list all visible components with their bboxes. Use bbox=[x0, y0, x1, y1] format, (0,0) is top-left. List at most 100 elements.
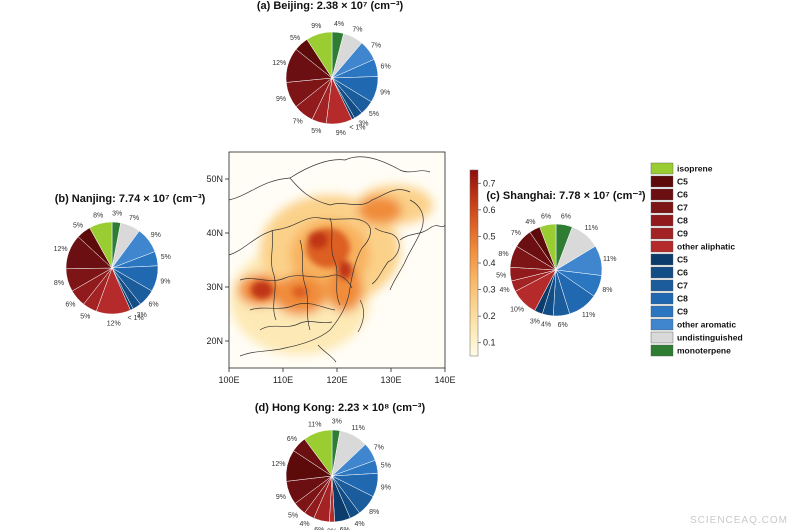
colorbar: 0.1 0.2 0.3 0.4 0.5 0.6 0.7 bbox=[469, 169, 496, 357]
pie-slice-label: 12% bbox=[54, 246, 68, 253]
x-tick-label: 120E bbox=[326, 375, 347, 385]
pie-slice-label: 8% bbox=[54, 280, 64, 287]
pie-slice-label: 7% bbox=[371, 43, 381, 50]
pie-slice-label: 11% bbox=[351, 425, 365, 432]
legend-item: undistinguished bbox=[650, 331, 743, 344]
legend-label: C9 bbox=[677, 229, 688, 239]
pie-slice bbox=[306, 31, 333, 79]
pie-slice-label: 7% bbox=[374, 445, 384, 452]
pie-slice-label: 4% bbox=[500, 287, 510, 294]
legend-item: isoprene bbox=[650, 162, 713, 175]
pie-slice-label: 4% bbox=[299, 521, 309, 528]
pie-slice-label: 5% bbox=[161, 254, 171, 261]
pie-slice-label: 5% bbox=[73, 222, 83, 229]
pie-slice-label: 6% bbox=[340, 527, 350, 530]
pie-chart: (b) Nanjing: 7.74 × 10⁷ (cm⁻³) 3% 7% 9% 5% 9%… bbox=[54, 193, 206, 327]
legend-label: C5 bbox=[677, 255, 688, 265]
pie-slice-label: < 1% bbox=[349, 124, 365, 131]
y-tick-label: 50N bbox=[206, 174, 223, 184]
pie-slice-label: 4% bbox=[334, 21, 344, 28]
pie-slice-label: 10% bbox=[510, 306, 524, 313]
legend-item: C8 bbox=[650, 292, 688, 305]
colorbar-tick-label: 0.5 bbox=[483, 231, 496, 241]
pie-slice-label: 9% bbox=[276, 96, 286, 103]
legend-label: other aliphatic bbox=[677, 242, 735, 252]
pie-charts: (a) Beijing: 2.38 × 10⁷ (cm⁻³) 4% 7% 7% 6% 9%… bbox=[54, 0, 646, 530]
pie-slice-label: 7% bbox=[293, 119, 303, 126]
pie-slice-label: 5% bbox=[381, 462, 391, 469]
pie-chart: (a) Beijing: 2.38 × 10⁷ (cm⁻³) 4% 7% 7% 6% 9%… bbox=[257, 0, 404, 137]
colorbar-tick-label: 0.3 bbox=[483, 285, 496, 295]
legend-item: C7 bbox=[650, 279, 688, 292]
legend: isoprene C5 C6 C7 C8 C9 other aliphatic C5 C6 C7 C… bbox=[650, 162, 743, 357]
legend-swatch bbox=[650, 227, 674, 240]
boundary-lines bbox=[229, 156, 445, 363]
pie-slice-label: 6% bbox=[381, 63, 391, 70]
pie-slice-label: 5% bbox=[311, 128, 321, 135]
pie-slice-label: 6% bbox=[314, 527, 324, 530]
pie-slice-label: 9% bbox=[160, 278, 170, 285]
legend-swatch bbox=[650, 253, 674, 266]
pie-slice-label: 3% bbox=[530, 318, 540, 325]
x-tick-label: 130E bbox=[380, 375, 401, 385]
legend-swatch bbox=[650, 331, 674, 344]
pie-title: (b) Nanjing: 7.74 × 10⁷ (cm⁻³) bbox=[55, 193, 206, 205]
pie-slice bbox=[304, 429, 333, 477]
colorbar-tick-label: 0.4 bbox=[483, 258, 496, 268]
pie-slice bbox=[539, 223, 557, 271]
legend-label: C8 bbox=[677, 216, 688, 226]
legend-label: C9 bbox=[677, 307, 688, 317]
legend-label: isoprene bbox=[677, 164, 713, 174]
pie-slice-label: 6% bbox=[558, 322, 568, 329]
pie-slice-label: 7% bbox=[511, 230, 521, 237]
pie-slice-label: 4% bbox=[525, 219, 535, 226]
pie-slice-label: 12% bbox=[107, 320, 121, 327]
legend-label: C6 bbox=[677, 190, 688, 200]
legend-swatch bbox=[650, 305, 674, 318]
pie-slice-label: 9% bbox=[336, 130, 346, 137]
pie-slice-label: 2% bbox=[327, 529, 337, 530]
legend-item: C6 bbox=[650, 266, 688, 279]
x-tick-label: 110E bbox=[273, 375, 293, 385]
legend-label: C6 bbox=[677, 268, 688, 278]
legend-swatch bbox=[650, 292, 674, 305]
pie-slice-label: 6% bbox=[561, 213, 571, 220]
pie-chart: (d) Hong Kong: 2.23 × 10⁸ (cm⁻³) 3% 11% 7% 5… bbox=[255, 402, 426, 530]
legend-label: C8 bbox=[677, 294, 688, 304]
pie-slice-label: 8% bbox=[498, 251, 508, 258]
legend-swatch bbox=[650, 188, 674, 201]
legend-swatch bbox=[650, 318, 674, 331]
legend-item: C8 bbox=[650, 214, 688, 227]
pie-slice-label: 9% bbox=[151, 232, 161, 239]
legend-item: monoterpene bbox=[650, 344, 731, 357]
legend-swatch bbox=[650, 214, 674, 227]
pie-slice-label: 12% bbox=[272, 60, 286, 67]
colorbar-scale bbox=[469, 169, 479, 357]
pie-slice-label: 6% bbox=[65, 302, 75, 309]
pie-chart: (c) Shanghai: 7.78 × 10⁷ (cm⁻³) 6% 11% 11% 8… bbox=[486, 190, 646, 329]
legend-item: C7 bbox=[650, 201, 688, 214]
legend-swatch bbox=[650, 240, 674, 253]
legend-label: other aromatic bbox=[677, 320, 736, 330]
pie-slice-label: 5% bbox=[369, 111, 379, 118]
pie-title: (d) Hong Kong: 2.23 × 10⁸ (cm⁻³) bbox=[255, 402, 426, 414]
legend-item: other aliphatic bbox=[650, 240, 735, 253]
pie-slice-label: 4% bbox=[541, 322, 551, 329]
pie-slice-label: 6% bbox=[541, 213, 551, 220]
pie-slice-label: 6% bbox=[287, 436, 297, 443]
pie-slice-label: 9% bbox=[276, 494, 286, 501]
pie-slice-label: 9% bbox=[311, 23, 321, 30]
colorbar-tick-label: 0.2 bbox=[483, 311, 496, 321]
pie-slice-label: 11% bbox=[584, 225, 598, 232]
pie-slice-label: 4% bbox=[354, 521, 364, 528]
legend-item: C5 bbox=[650, 175, 688, 188]
pie-slice-label: 6% bbox=[149, 302, 159, 309]
pie-slice-label: 11% bbox=[308, 421, 322, 428]
legend-label: C7 bbox=[677, 203, 688, 213]
map-axis-ticks: 100E 110E 120E 130E 140E 20N 30N 40N 50N bbox=[206, 174, 455, 385]
pie-slice-label: 5% bbox=[80, 314, 90, 321]
legend-item: C9 bbox=[650, 305, 688, 318]
pie-slice-label: 7% bbox=[129, 215, 139, 222]
